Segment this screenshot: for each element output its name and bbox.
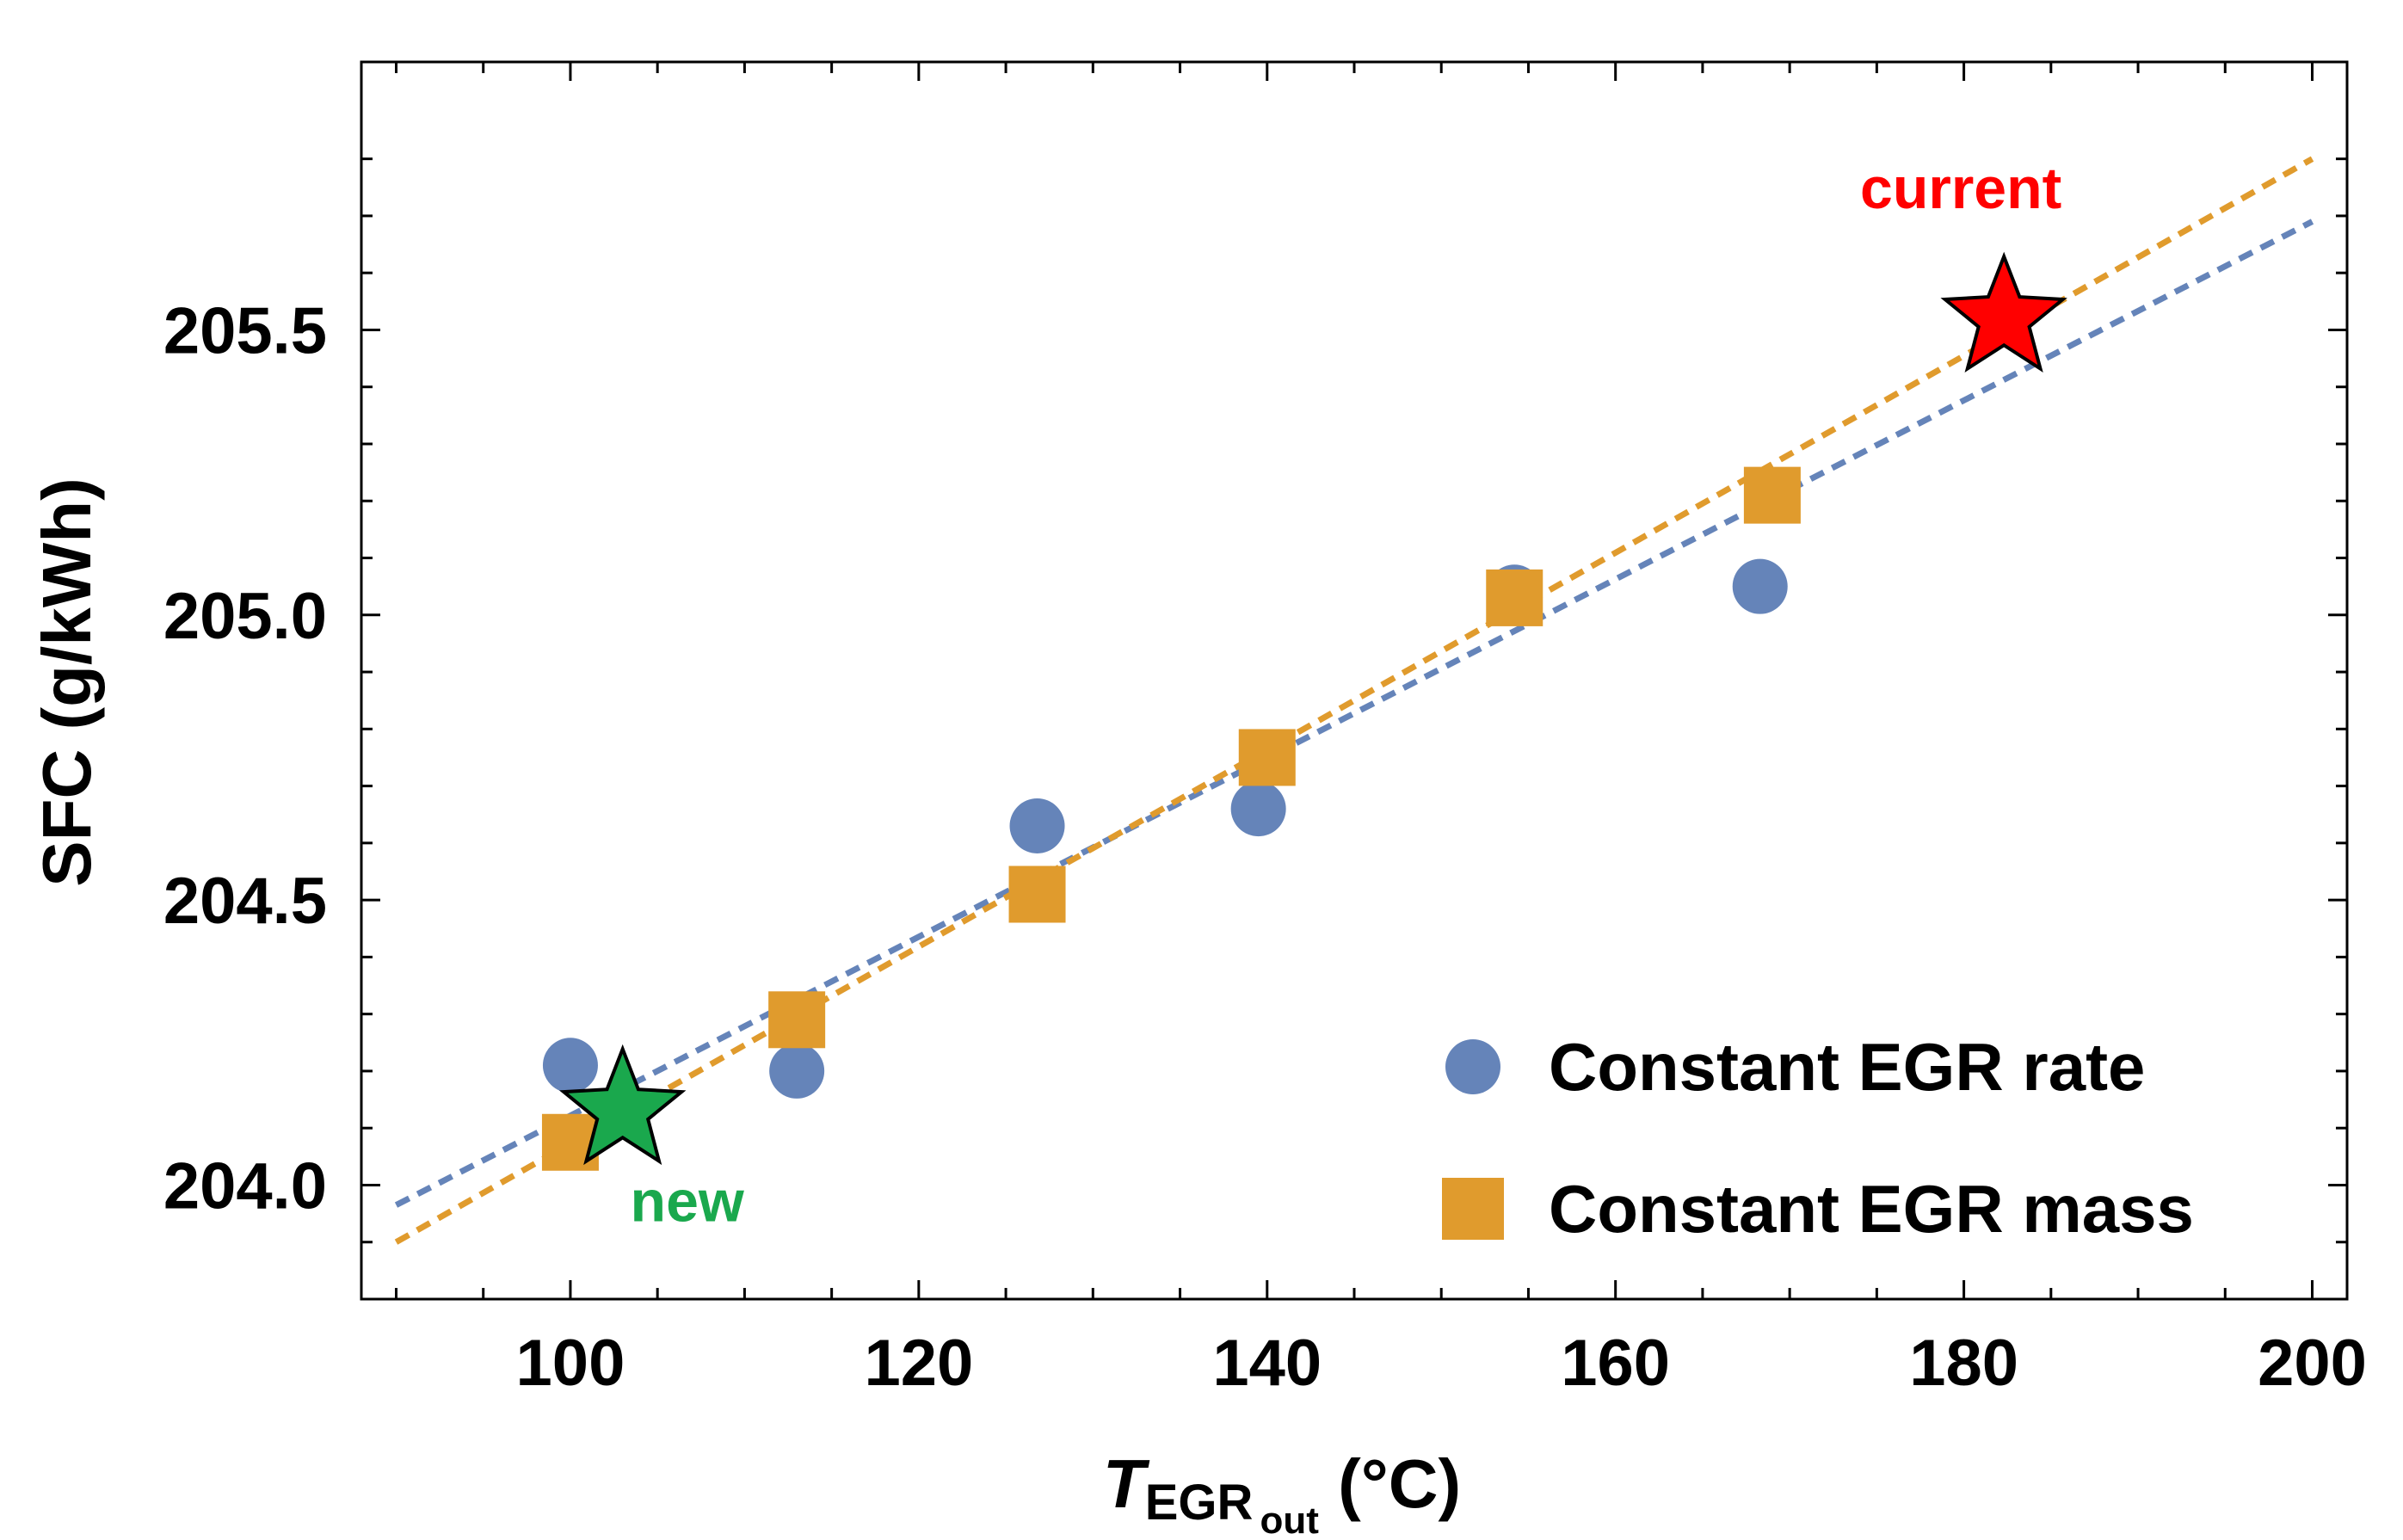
point-constant-egr-rate <box>542 1038 598 1093</box>
x-axis-title-subsub: out <box>1260 1500 1319 1540</box>
x-tick-label: 200 <box>2258 1327 2367 1400</box>
x-tick-label: 180 <box>1909 1327 2018 1400</box>
y-tick-label: 204.5 <box>163 865 327 938</box>
point-constant-egr-mass <box>768 991 826 1049</box>
x-axis-title-sub: EGR <box>1145 1475 1254 1531</box>
plot-frame <box>360 60 2349 1301</box>
data-points <box>541 466 1801 1171</box>
x-tick-label: 100 <box>516 1327 625 1400</box>
tick-marks <box>361 62 2347 1301</box>
legend-label-rate: Constant EGR rate <box>1549 1029 2145 1105</box>
point-constant-egr-rate <box>1009 798 1065 853</box>
point-constant-egr-mass <box>1486 569 1543 626</box>
x-tick-label: 120 <box>864 1327 973 1400</box>
x-axis-title-main: T <box>1103 1445 1150 1522</box>
point-constant-egr-rate <box>1732 558 1788 614</box>
legend-square-marker <box>1442 1178 1504 1240</box>
legend-label-mass: Constant EGR mass <box>1549 1171 2194 1247</box>
legend-circle-marker <box>1445 1039 1500 1094</box>
legend: Constant EGR rate Constant EGR mass <box>1442 1029 2194 1247</box>
fit-line-rate <box>394 219 2314 1208</box>
point-constant-egr-rate <box>769 1043 825 1099</box>
point-constant-egr-mass <box>1238 729 1296 786</box>
annotations: current new <box>558 156 2067 1234</box>
y-tick-label: 205.0 <box>163 580 327 653</box>
point-constant-egr-mass <box>1743 466 1801 524</box>
star-marker-new <box>558 1044 687 1166</box>
point-constant-egr-mass <box>541 1113 599 1171</box>
x-axis-title: TEGR out (°C) <box>1103 1445 1461 1540</box>
annotation-label-new: new <box>631 1168 745 1234</box>
x-axis-title-unit: (°C) <box>1319 1445 1461 1522</box>
y-tick-label: 204.0 <box>163 1149 327 1223</box>
tick-labels: 100 120 140 160 180 200 204.0 204.5 205.0 205.5 <box>163 294 2367 1400</box>
y-axis-title: SFC (g/kWh) <box>28 477 105 886</box>
point-constant-egr-mass <box>1008 865 1066 923</box>
star-marker-current <box>1940 251 2067 373</box>
x-tick-label: 160 <box>1561 1327 1670 1400</box>
y-tick-label: 205.5 <box>163 294 327 367</box>
x-tick-label: 140 <box>1212 1327 1322 1400</box>
annotation-label-current: current <box>1860 156 2061 221</box>
point-constant-egr-rate <box>1230 781 1286 837</box>
